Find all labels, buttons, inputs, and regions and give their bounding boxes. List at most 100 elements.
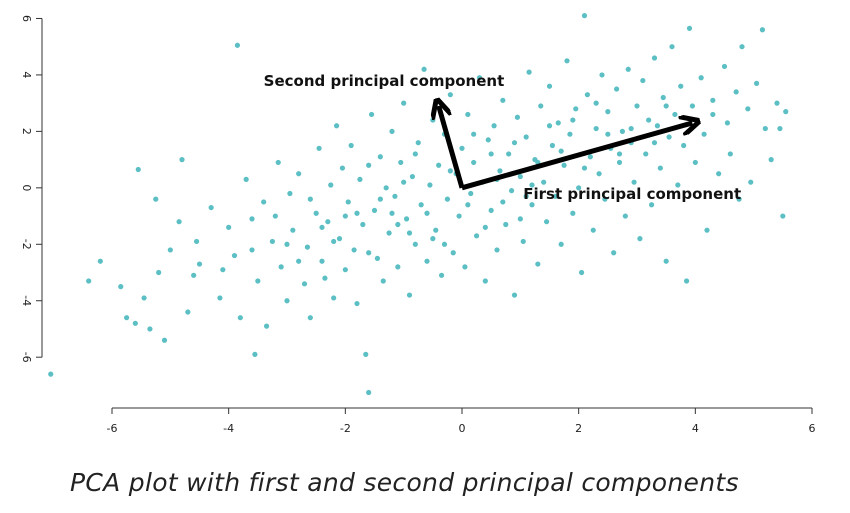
data-point	[666, 134, 672, 140]
data-point	[284, 298, 290, 304]
data-point	[727, 151, 733, 157]
data-point	[546, 83, 553, 89]
data-point	[780, 213, 786, 219]
data-point	[561, 162, 567, 168]
data-point	[558, 148, 564, 154]
data-point	[648, 202, 655, 208]
data-point	[307, 315, 313, 321]
data-point	[640, 77, 646, 84]
data-point	[185, 309, 191, 315]
data-point	[783, 109, 789, 115]
data-point	[488, 207, 494, 214]
data-point	[418, 202, 424, 208]
data-point	[231, 252, 238, 259]
data-point	[436, 162, 442, 168]
data-point	[570, 117, 576, 123]
data-point	[759, 27, 766, 33]
data-point	[716, 171, 722, 177]
data-point	[348, 142, 354, 149]
data-point	[412, 151, 418, 157]
data-point	[132, 320, 138, 326]
data-point	[304, 244, 311, 250]
data-point	[584, 92, 591, 98]
data-point	[511, 140, 518, 146]
data-point	[593, 100, 599, 106]
data-point	[438, 272, 445, 278]
data-point	[406, 230, 413, 236]
data-point	[307, 196, 313, 202]
pca-scatter-plot: Second principal component First principa…	[20, 13, 816, 435]
data-point	[255, 278, 261, 284]
data-point	[275, 159, 281, 166]
data-point	[494, 247, 500, 253]
data-point	[322, 275, 328, 281]
data-point	[351, 247, 357, 253]
data-point	[625, 66, 631, 72]
data-point	[581, 165, 588, 171]
data-point	[380, 278, 386, 284]
annotation-label: First principal component	[523, 185, 741, 203]
data-point	[753, 80, 760, 86]
data-point	[319, 224, 325, 230]
data-point	[336, 236, 343, 242]
data-point	[646, 117, 652, 123]
data-point	[252, 351, 258, 357]
data-point	[389, 128, 395, 134]
y-tick-label: 2	[20, 128, 33, 135]
data-point	[392, 193, 398, 199]
y-tick-label: 4	[20, 71, 33, 78]
data-point	[576, 185, 582, 191]
data-point	[476, 75, 483, 81]
data-point	[491, 123, 497, 129]
y-tick-label: 6	[20, 15, 33, 22]
data-point	[377, 154, 383, 160]
data-point	[543, 219, 550, 225]
data-point	[415, 140, 421, 146]
data-point	[424, 258, 430, 264]
data-point	[406, 292, 413, 298]
data-point	[301, 281, 308, 287]
data-point	[316, 145, 322, 151]
data-point	[657, 165, 663, 171]
data-point	[296, 171, 302, 177]
data-point	[622, 213, 628, 219]
data-point	[398, 159, 404, 166]
data-point	[605, 109, 611, 115]
data-point	[269, 238, 276, 245]
data-point	[409, 173, 416, 180]
data-point	[395, 221, 401, 228]
data-point	[389, 210, 395, 216]
data-point	[424, 210, 430, 216]
figure-caption: PCA plot with first and second principal…	[70, 468, 739, 497]
data-point	[176, 219, 182, 225]
data-point	[357, 176, 363, 182]
data-point	[243, 176, 249, 182]
data-point	[660, 94, 666, 101]
data-point	[447, 168, 453, 174]
data-point	[762, 125, 768, 132]
data-point	[234, 42, 241, 48]
data-point	[482, 224, 488, 230]
data-point	[631, 179, 637, 185]
data-point	[48, 371, 54, 377]
data-point	[354, 210, 360, 216]
data-point	[395, 264, 401, 270]
data-point	[444, 196, 451, 202]
data-point	[672, 111, 678, 118]
data-point	[497, 168, 503, 174]
data-point	[249, 247, 255, 253]
data-point	[663, 103, 669, 109]
data-point	[360, 221, 366, 228]
data-point	[482, 278, 488, 284]
data-point	[613, 86, 620, 92]
data-point	[523, 134, 529, 140]
data-point	[733, 89, 739, 95]
data-point	[704, 227, 710, 233]
data-point	[605, 131, 611, 137]
data-point	[403, 216, 410, 222]
data-point	[506, 151, 512, 157]
data-point	[546, 123, 553, 129]
arrows-layer	[439, 106, 693, 191]
data-point	[570, 210, 576, 216]
data-point	[459, 145, 465, 151]
